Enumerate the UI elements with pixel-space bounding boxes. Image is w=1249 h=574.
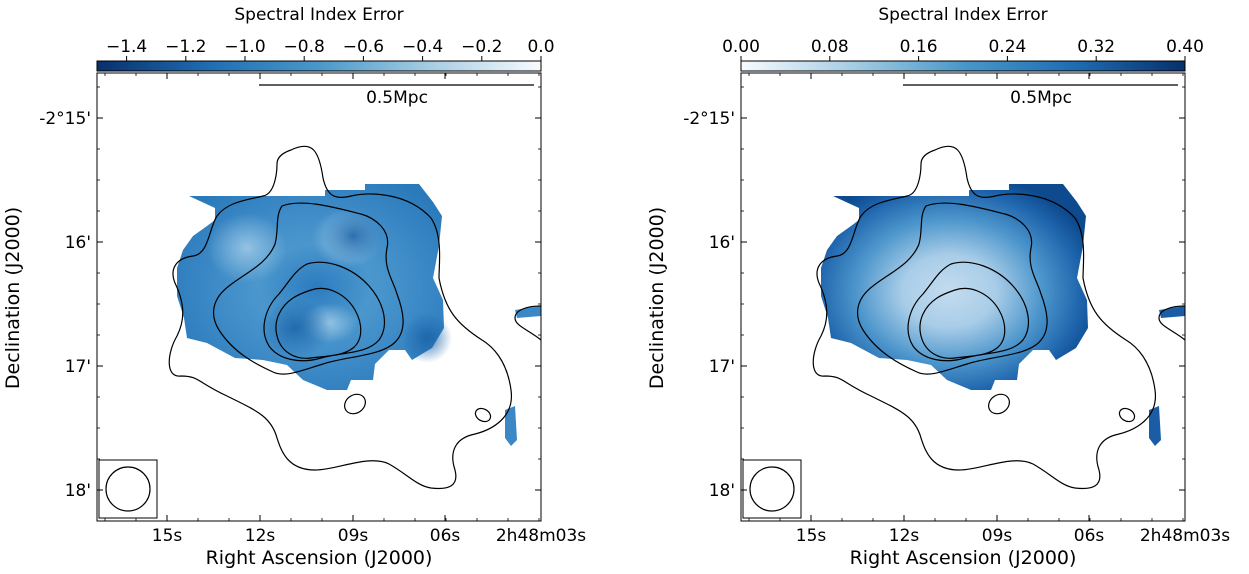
y-tick-label: 16' bbox=[65, 233, 91, 253]
x-tick-label: 12s bbox=[245, 526, 276, 546]
x-axis-label: Right Ascension (J2000) bbox=[206, 547, 433, 569]
right-panel: Spectral Index Error 0.00 0.08 0.16 0.24 0.3… bbox=[646, 5, 1230, 569]
colorbar-title: Spectral Index Error bbox=[234, 5, 403, 25]
colorbar-tick-label: 0.00 bbox=[722, 37, 760, 57]
colorbar-ticks: −1.4 −1.2 −1.0 −0.8 −0.6 −0.4 −0.2 0.0 bbox=[106, 37, 555, 61]
heatmap-image: 0.5Mpc bbox=[740, 72, 1186, 522]
colorbar-title: Spectral Index Error bbox=[878, 5, 1047, 25]
beam-ellipse bbox=[105, 466, 151, 512]
x-tick-label: 09s bbox=[982, 526, 1013, 546]
colorbar-tick-label: −0.8 bbox=[284, 37, 325, 57]
axes: 15s 12s 09s 06s 2h48m03s -2°15' 16' 17' 18' Right… bbox=[2, 73, 586, 569]
x-tick-label: 2h48m03s bbox=[496, 526, 586, 546]
colorbar-tick-label: −0.6 bbox=[343, 37, 384, 57]
colorbar-tick-label: −0.4 bbox=[402, 37, 443, 57]
colorbar bbox=[96, 60, 542, 72]
colorbar-tick-label: 0.0 bbox=[527, 37, 554, 57]
x-axis-label: Right Ascension (J2000) bbox=[850, 547, 1077, 569]
x-tick-label: 2h48m03s bbox=[1140, 526, 1230, 546]
contours bbox=[168, 145, 542, 490]
heatmap-image: 0.5Mpc bbox=[96, 72, 542, 522]
colorbar-tick-label: −1.2 bbox=[165, 37, 206, 57]
scalebar-label: 0.5Mpc bbox=[1010, 88, 1072, 108]
axes: 15s 12s 09s 06s 2h48m03s -2°15' 16' 17' 18' Right… bbox=[646, 73, 1230, 569]
colorbar-tick-label: −0.2 bbox=[461, 37, 502, 57]
left-panel: Spectral Index Error −1.4 −1.2 −1.0 −0.8 −0.… bbox=[2, 5, 586, 569]
colorbar-tick-label: 0.32 bbox=[1077, 37, 1115, 57]
x-tick-label: 15s bbox=[796, 526, 827, 546]
colorbar-tick-label: 0.24 bbox=[988, 37, 1026, 57]
x-tick-label: 06s bbox=[1074, 526, 1105, 546]
colorbar-tick-label: 0.08 bbox=[811, 37, 849, 57]
colorbar bbox=[740, 60, 1186, 72]
x-tick-label: 12s bbox=[889, 526, 920, 546]
beam-box bbox=[98, 459, 158, 519]
y-tick-label: 18' bbox=[709, 481, 735, 501]
colorbar-tick-label: 0.16 bbox=[900, 37, 938, 57]
x-tick-label: 09s bbox=[338, 526, 369, 546]
y-tick-label: 17' bbox=[65, 357, 91, 377]
y-tick-label: 18' bbox=[65, 481, 91, 501]
contours bbox=[812, 145, 1186, 490]
colorbar-tick-label: 0.40 bbox=[1166, 37, 1204, 57]
y-tick-label: 16' bbox=[709, 233, 735, 253]
scalebar-label: 0.5Mpc bbox=[366, 88, 428, 108]
colorbar-ticks: 0.00 0.08 0.16 0.24 0.32 0.40 bbox=[722, 37, 1204, 61]
y-tick-label: -2°15' bbox=[39, 109, 91, 129]
y-tick-label: -2°15' bbox=[683, 109, 735, 129]
beam-box bbox=[742, 459, 802, 519]
y-axis-label: Declination (J2000) bbox=[2, 207, 24, 389]
plot-frame bbox=[96, 72, 542, 522]
beam-ellipse bbox=[749, 466, 795, 512]
y-tick-label: 17' bbox=[709, 357, 735, 377]
x-tick-label: 06s bbox=[430, 526, 461, 546]
x-tick-label: 15s bbox=[152, 526, 183, 546]
y-axis-label: Declination (J2000) bbox=[646, 207, 668, 389]
plot-frame bbox=[740, 72, 1186, 522]
colorbar-tick-label: −1.4 bbox=[106, 37, 147, 57]
colorbar-tick-label: −1.0 bbox=[224, 37, 265, 57]
